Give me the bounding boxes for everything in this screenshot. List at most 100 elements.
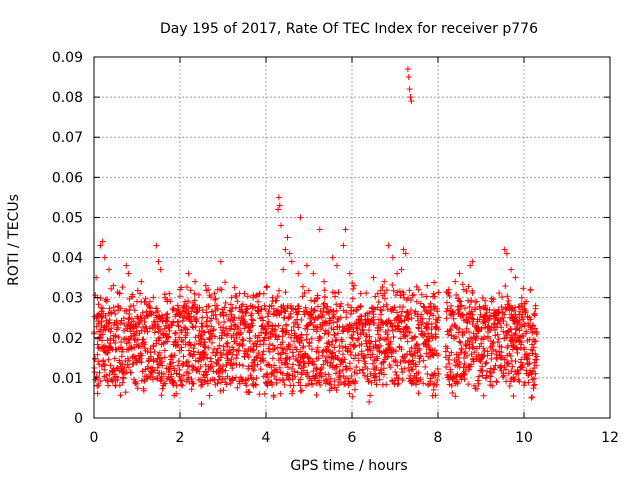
data-point bbox=[333, 363, 340, 370]
data-point bbox=[154, 364, 161, 371]
data-point bbox=[128, 369, 135, 376]
data-point bbox=[192, 334, 199, 341]
data-point bbox=[240, 337, 247, 344]
data-point bbox=[343, 365, 350, 372]
data-point bbox=[250, 367, 257, 374]
data-point bbox=[96, 369, 103, 376]
data-point bbox=[456, 270, 463, 277]
data-point bbox=[310, 368, 317, 375]
data-point bbox=[335, 289, 342, 296]
data-point bbox=[202, 361, 209, 368]
data-point bbox=[200, 349, 207, 356]
data-point bbox=[223, 381, 230, 388]
data-point bbox=[202, 351, 209, 358]
data-point bbox=[314, 303, 321, 310]
data-point bbox=[203, 309, 210, 316]
data-point bbox=[396, 288, 403, 295]
data-point bbox=[260, 290, 267, 297]
data-point bbox=[365, 327, 372, 334]
data-point bbox=[107, 328, 114, 335]
data-point bbox=[362, 360, 369, 367]
x-tick-label: 4 bbox=[262, 430, 271, 446]
data-point bbox=[209, 363, 216, 370]
data-point bbox=[274, 368, 281, 375]
data-point bbox=[349, 295, 356, 302]
data-point bbox=[174, 319, 181, 326]
data-point bbox=[140, 336, 147, 343]
data-point bbox=[189, 304, 196, 311]
data-point bbox=[264, 313, 271, 320]
data-point bbox=[215, 370, 222, 377]
data-point bbox=[337, 314, 344, 321]
data-point bbox=[446, 360, 453, 367]
data-point bbox=[123, 307, 130, 314]
data-point bbox=[357, 290, 364, 297]
data-point bbox=[321, 278, 328, 285]
data-point bbox=[139, 340, 146, 347]
data-point bbox=[292, 356, 299, 363]
data-point bbox=[297, 388, 304, 395]
data-point bbox=[280, 346, 287, 353]
data-point bbox=[120, 375, 127, 382]
data-point bbox=[328, 342, 335, 349]
data-point bbox=[333, 386, 340, 393]
data-point bbox=[406, 287, 413, 294]
data-point bbox=[155, 323, 162, 330]
data-point bbox=[296, 362, 303, 369]
data-point bbox=[115, 334, 122, 341]
data-point bbox=[256, 337, 263, 344]
data-point bbox=[250, 347, 257, 354]
data-point bbox=[142, 295, 149, 302]
data-point bbox=[191, 290, 198, 297]
data-point bbox=[270, 394, 277, 401]
data-point bbox=[117, 305, 124, 312]
data-point bbox=[184, 363, 191, 370]
data-point bbox=[158, 378, 165, 385]
data-point bbox=[338, 300, 345, 307]
data-point bbox=[363, 290, 370, 297]
data-point bbox=[328, 385, 335, 392]
data-point bbox=[260, 357, 267, 364]
data-point bbox=[289, 361, 296, 368]
data-point bbox=[298, 316, 305, 323]
data-point bbox=[213, 316, 220, 323]
data-point bbox=[190, 348, 197, 355]
data-point bbox=[92, 355, 99, 362]
data-point bbox=[101, 361, 108, 368]
data-point bbox=[288, 327, 295, 334]
data-point bbox=[188, 376, 195, 383]
data-point bbox=[406, 86, 413, 93]
data-point bbox=[473, 298, 480, 305]
data-point bbox=[220, 312, 227, 319]
data-point bbox=[321, 300, 328, 307]
data-point bbox=[298, 331, 305, 338]
data-point bbox=[141, 328, 148, 335]
data-point bbox=[304, 369, 311, 376]
data-point bbox=[407, 94, 414, 101]
data-point bbox=[327, 375, 334, 382]
data-point bbox=[213, 302, 220, 309]
data-point bbox=[176, 293, 183, 300]
data-point bbox=[186, 339, 193, 346]
data-point bbox=[157, 326, 164, 333]
data-point bbox=[350, 328, 357, 335]
data-point bbox=[443, 299, 450, 306]
data-point bbox=[276, 364, 283, 371]
data-point bbox=[235, 325, 242, 332]
data-point bbox=[278, 222, 285, 229]
data-point bbox=[408, 98, 415, 105]
data-point bbox=[354, 337, 361, 344]
data-point bbox=[155, 258, 162, 265]
data-point bbox=[205, 344, 212, 351]
data-point bbox=[358, 348, 365, 355]
data-point bbox=[502, 283, 509, 290]
data-point bbox=[514, 349, 521, 356]
data-point bbox=[203, 322, 210, 329]
data-point bbox=[144, 328, 151, 335]
data-point bbox=[346, 390, 353, 397]
data-point bbox=[369, 360, 376, 367]
data-point bbox=[506, 383, 513, 390]
data-point bbox=[231, 314, 238, 321]
data-point bbox=[232, 374, 239, 381]
data-point bbox=[126, 357, 133, 364]
